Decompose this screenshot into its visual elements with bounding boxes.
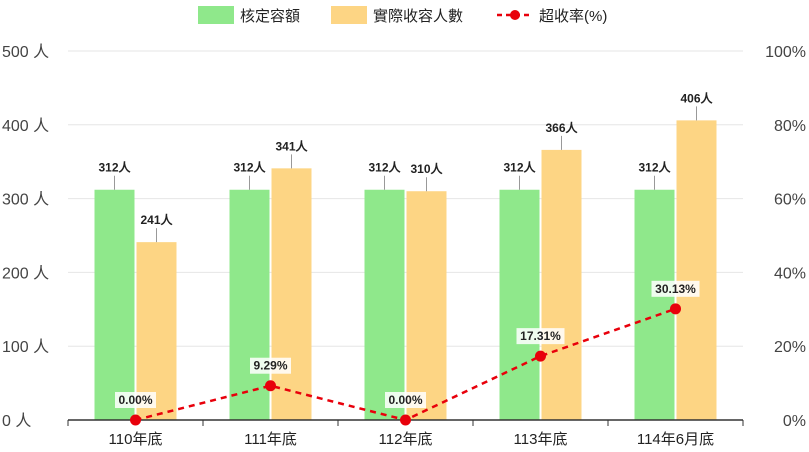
x-tick-label: 111年底 — [244, 431, 297, 448]
rate-point — [535, 350, 546, 362]
y-right-tick-label: 20% — [774, 339, 806, 356]
rate-label-bg — [516, 328, 565, 345]
y-left-tick-label: 0 人 — [2, 412, 31, 430]
bar — [499, 189, 540, 420]
y-right-tick-label: 0% — [783, 413, 806, 430]
rate-value-label: 17.31% — [520, 329, 561, 343]
bar-value-label: 310人 — [410, 161, 443, 176]
y-right-tick-label: 60% — [774, 192, 806, 209]
rate-label-bg — [115, 392, 156, 408]
y-left-tick-label: 400 人 — [2, 117, 49, 135]
y-right-tick-label: 80% — [774, 118, 806, 135]
bar — [676, 120, 717, 420]
x-tick-label: 112年底 — [379, 431, 433, 448]
axes: 0 人 100 人 200 人 300 人 400 人 500 人 0% 20% 40% 60% 8… — [2, 43, 806, 448]
bar — [229, 189, 270, 420]
rate-label-bg — [385, 392, 426, 408]
bar — [634, 189, 675, 420]
rate-value-label: 0.00% — [388, 393, 422, 407]
y-left-tick-label: 200 人 — [2, 264, 49, 282]
legend-marker — [510, 10, 520, 20]
bar-value-label: 312人 — [98, 160, 131, 175]
bar-value-label: 312人 — [638, 160, 671, 175]
x-tick-label: 113年底 — [514, 431, 568, 448]
rate-value-label: 30.13% — [655, 282, 696, 296]
rate-value-label: 9.29% — [253, 359, 287, 373]
rate-point — [400, 414, 411, 426]
gridlines — [68, 50, 743, 347]
bar — [406, 191, 447, 420]
bar-value-label: 366人 — [545, 120, 578, 135]
rate-line — [130, 303, 681, 426]
rate-label-bg — [651, 280, 700, 297]
rate-value-label: 0.00% — [118, 393, 152, 407]
legend-swatch — [331, 6, 367, 24]
legend-label: 實際收容人數 — [373, 7, 463, 25]
bar — [541, 149, 582, 420]
bar-value-label: 312人 — [503, 160, 536, 175]
y-left-tick-label: 100 人 — [2, 338, 49, 356]
y-right-tick-label: 40% — [774, 265, 806, 282]
bar-value-label: 406人 — [680, 90, 713, 105]
bar-value-label: 312人 — [233, 160, 266, 175]
bar-value-label: 341人 — [275, 138, 308, 153]
legend-label: 核定容額 — [240, 8, 300, 25]
bar-value-label: 241人 — [140, 212, 173, 227]
legend-label: 超收率(%) — [539, 8, 607, 25]
bar-value-label: 312人 — [368, 160, 401, 175]
bar — [364, 189, 405, 420]
bar — [94, 189, 135, 420]
rate-label-bg — [250, 357, 291, 374]
data-labels: 312人 312人 312人 312人 312人 241人 341人 310人 366人 406人… — [98, 90, 714, 408]
y-right-tick-label: 100% — [765, 44, 806, 61]
bars — [94, 120, 717, 420]
bar — [271, 168, 312, 420]
y-left-tick-label: 500 人 — [2, 43, 49, 61]
rate-point — [670, 303, 681, 315]
bar — [136, 242, 177, 420]
y-left-tick-label: 300 人 — [2, 191, 49, 209]
x-tick-label: 110年底 — [109, 431, 163, 448]
x-tick-label: 114年6月底 — [637, 431, 714, 448]
legend-swatch — [198, 6, 234, 24]
rate-point — [265, 380, 276, 392]
rate-point — [130, 414, 141, 426]
legend: 核定容額 實際收容人數 超收率(%) — [198, 6, 607, 25]
